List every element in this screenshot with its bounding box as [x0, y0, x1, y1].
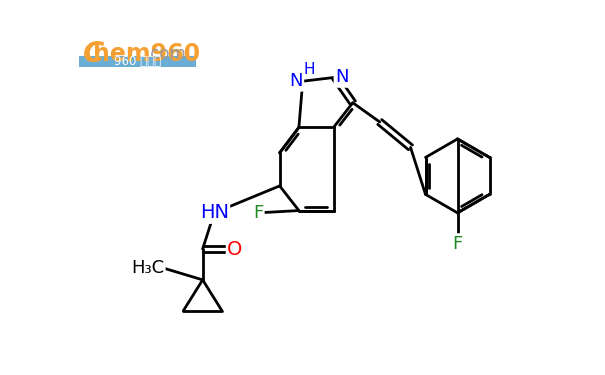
Text: N: N — [335, 68, 348, 86]
Text: N: N — [289, 72, 302, 90]
Text: O: O — [227, 240, 243, 258]
Text: .com: .com — [145, 45, 186, 63]
Text: hem960: hem960 — [93, 42, 200, 66]
FancyBboxPatch shape — [79, 56, 197, 66]
Text: C: C — [82, 40, 104, 68]
Text: F: F — [453, 235, 463, 253]
Text: H: H — [304, 62, 315, 76]
Text: HN: HN — [200, 203, 229, 222]
Text: 960 化工网: 960 化工网 — [114, 55, 162, 68]
FancyBboxPatch shape — [79, 48, 197, 66]
Text: H₃C: H₃C — [131, 259, 164, 277]
Text: F: F — [253, 204, 263, 222]
